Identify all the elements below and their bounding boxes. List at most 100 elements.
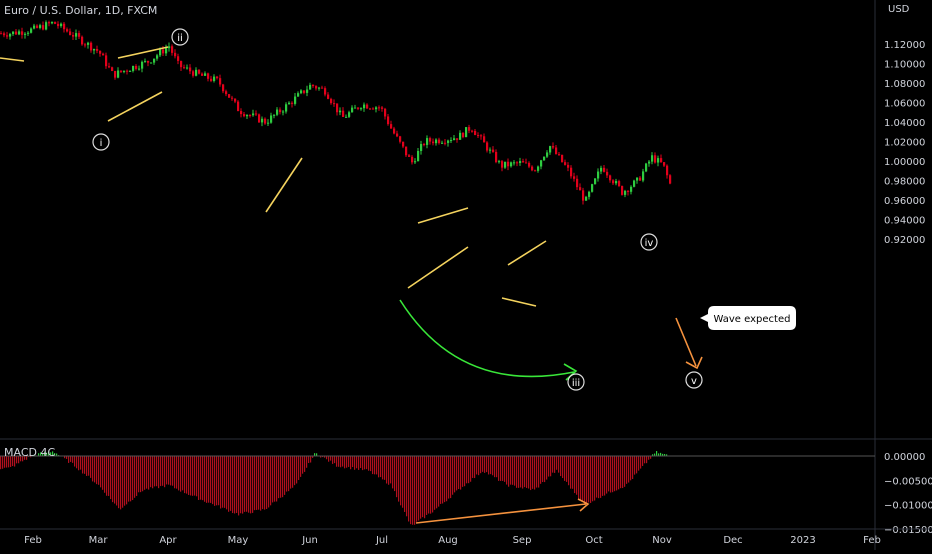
macd-bar <box>192 456 194 496</box>
candle-body <box>450 140 453 142</box>
macd-bar <box>530 456 532 491</box>
macd-bar <box>102 456 104 490</box>
macd-bar <box>238 456 240 516</box>
macd-bar <box>44 451 46 456</box>
price-tick-label: 0.98000 <box>884 177 925 188</box>
candle-body <box>468 127 471 131</box>
macd-bar <box>156 456 158 487</box>
macd-bar <box>430 456 432 514</box>
candle-body <box>225 91 228 95</box>
candle-body <box>276 109 279 115</box>
candle-body <box>339 110 342 113</box>
macd-bar <box>56 453 58 456</box>
macd-bar <box>232 456 234 514</box>
macd-bar <box>564 456 566 481</box>
candle-body <box>261 118 264 123</box>
candle-body <box>144 60 147 62</box>
macd-bar <box>26 456 28 460</box>
candle-body <box>210 78 213 81</box>
candle-body <box>249 115 252 117</box>
candle-body <box>474 130 477 136</box>
candle-body <box>147 60 150 63</box>
candle-body <box>18 31 21 35</box>
macd-divergence-arrow-head <box>577 498 590 512</box>
macd-bar <box>42 453 44 456</box>
macd-bar <box>388 456 390 485</box>
macd-bar <box>178 456 180 491</box>
macd-bar <box>586 456 588 504</box>
price-tick-label: 1.00000 <box>884 157 925 168</box>
macd-bar <box>234 456 236 514</box>
macd-bar <box>32 454 34 456</box>
macd-bar <box>646 456 648 464</box>
candle-body <box>354 107 357 109</box>
macd-bar <box>584 456 586 504</box>
candle-body <box>600 167 603 172</box>
macd-bar <box>606 456 608 494</box>
candle-body <box>438 139 441 144</box>
macd-bar <box>450 456 452 499</box>
macd-bar <box>630 456 632 481</box>
macd-bar <box>428 456 430 514</box>
macd-bar <box>278 456 280 499</box>
macd-bar <box>76 456 78 469</box>
macd-bar <box>356 456 358 469</box>
candle-body <box>375 107 378 110</box>
candle-body <box>312 84 315 87</box>
macd-bar <box>528 456 530 489</box>
macd-bar <box>648 456 650 460</box>
macd-bar <box>502 456 504 481</box>
candle-body <box>252 113 255 116</box>
macd-bar <box>542 456 544 483</box>
candle-body <box>660 158 663 163</box>
macd-bar <box>550 456 552 477</box>
candle-body <box>102 53 105 56</box>
price-tick-label: 0.94000 <box>884 216 925 227</box>
macd-bar <box>410 456 412 525</box>
macd-bar <box>134 456 136 498</box>
macd-bar <box>248 456 250 513</box>
macd-bar <box>138 456 140 493</box>
macd-bar <box>280 456 282 498</box>
candle-body <box>285 104 288 112</box>
candle-body <box>405 146 408 156</box>
macd-bar <box>332 456 334 464</box>
macd-bar <box>526 456 528 488</box>
candle-body <box>189 67 192 72</box>
macd-bar <box>358 456 360 470</box>
macd-bar <box>508 456 510 487</box>
macd-bar <box>472 456 474 478</box>
macd-bar <box>120 456 122 510</box>
macd-bar <box>164 456 166 488</box>
candle-body <box>426 138 429 145</box>
macd-bar <box>418 456 420 521</box>
candle-body <box>423 144 426 146</box>
candle-body <box>441 142 444 144</box>
candle-body <box>429 138 432 142</box>
candle-body <box>360 108 363 110</box>
macd-bar <box>578 456 580 499</box>
candle-body <box>237 101 240 112</box>
candle-body <box>378 107 381 109</box>
macd-bar <box>506 456 508 485</box>
macd-bar <box>532 456 534 489</box>
macd-bar <box>172 456 174 486</box>
wave-label-i: i <box>92 133 110 151</box>
macd-bar <box>566 456 568 482</box>
macd-bar <box>74 456 76 467</box>
macd-bar <box>0 456 2 470</box>
macd-bar <box>386 456 388 484</box>
macd-bar <box>484 456 486 473</box>
time-tick-label: May <box>228 535 249 546</box>
callout-text: Wave expected <box>714 314 791 325</box>
macd-bar <box>398 456 400 502</box>
macd-bar <box>650 456 652 459</box>
macd-bar <box>434 456 436 510</box>
price-tick-label: 1.02000 <box>884 138 925 149</box>
macd-bar <box>116 456 118 506</box>
macd-bar <box>666 454 668 456</box>
candle-body <box>645 163 648 172</box>
candle-body <box>534 170 537 172</box>
macd-bar <box>168 456 170 485</box>
candle-body <box>606 171 609 176</box>
